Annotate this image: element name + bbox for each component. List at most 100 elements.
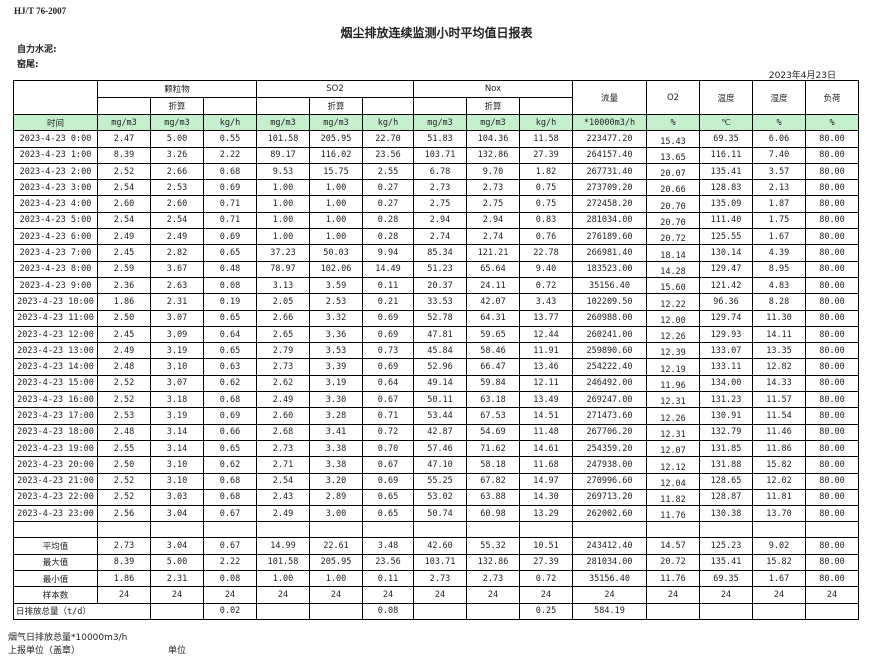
- table-row: 2023-4-23 4:00 2.60 2.60 0.71 1.00 1.00 0.27 2.…: [13, 195, 859, 213]
- table-cell: 0.67: [203, 537, 257, 555]
- table-cell: 2.73: [413, 179, 467, 197]
- table-cell: 1.00: [309, 570, 363, 588]
- table-cell: 0.83: [519, 211, 573, 230]
- table-cell: 2023-4-23 2:00: [13, 162, 98, 181]
- table-cell: 0.69: [362, 309, 414, 327]
- table-cell: 2.66: [256, 309, 310, 327]
- table-cell: 0.48: [203, 260, 257, 278]
- table-cell: 51.83: [413, 130, 467, 148]
- max-row: 最大值 8.39 5.00 2.22 101.58 205.95 23.56 103.71 13…: [13, 553, 859, 572]
- table-cell: 0.72: [519, 276, 573, 295]
- table-cell: 2.55: [362, 162, 414, 181]
- table-cell: 133.11: [699, 358, 753, 376]
- table-cell: 272458.20: [572, 195, 647, 213]
- table-cell: 47.81: [413, 325, 467, 344]
- daily-total-cell: [699, 602, 753, 620]
- unit-cell: mg/m3: [413, 113, 467, 132]
- table-cell: 3.67: [150, 260, 204, 278]
- table-cell: 131.23: [699, 391, 753, 409]
- table-cell: 3.04: [150, 537, 204, 555]
- table-cell: 3.36: [309, 325, 363, 344]
- report-date: 2023年4月23日: [768, 71, 836, 81]
- table-cell: 27.39: [519, 146, 573, 164]
- table-cell: 128.65: [699, 472, 753, 490]
- kiln-label: 窑尾:: [17, 60, 39, 70]
- table-cell: 78.97: [256, 260, 310, 278]
- table-cell: 2.52: [97, 488, 151, 507]
- table-cell: 80.00: [805, 260, 859, 278]
- daily-total-cell: [150, 602, 204, 620]
- table-cell: 12.82: [752, 358, 806, 376]
- table-cell: 3.14: [150, 439, 204, 458]
- table-cell: 0.08: [203, 276, 257, 295]
- table-cell: 80.00: [805, 309, 859, 327]
- table-cell: 80.00: [805, 130, 859, 148]
- table-cell: 246492.00: [572, 374, 647, 393]
- table-cell: 247938.00: [572, 456, 647, 474]
- table-cell: 0.28: [362, 228, 414, 246]
- table-cell: 264157.40: [572, 146, 647, 164]
- table-cell: 0.67: [362, 391, 414, 409]
- table-cell: 0.69: [203, 179, 257, 197]
- table-cell: 24: [519, 586, 573, 604]
- table-row: 2023-4-23 11:00 2.50 3.07 0.65 2.66 3.32 0.69 5…: [13, 309, 859, 327]
- table-cell: 2023-4-23 19:00: [13, 439, 98, 458]
- table-cell: 2.79: [256, 342, 310, 360]
- table-cell: 269247.00: [572, 391, 647, 409]
- unit-cell: 时间: [13, 113, 98, 132]
- table-cell: 33.53: [413, 293, 467, 311]
- table-cell: 129.93: [699, 325, 753, 344]
- table-cell: 0.11: [362, 570, 414, 588]
- table-cell: 2023-4-23 12:00: [13, 325, 98, 344]
- daily-total-cell: 0.25: [519, 602, 573, 620]
- daily-total-row: 日排放总量（t/d） 0.02 0.08 0.25 584.19: [13, 602, 859, 620]
- empty-cell: [805, 521, 859, 539]
- unit-label: 单位: [168, 646, 187, 656]
- table-cell: 2.54: [256, 472, 310, 490]
- table-cell: 3.07: [150, 309, 204, 327]
- table-cell: 13.65: [646, 146, 700, 164]
- table-cell: 0.72: [362, 423, 414, 441]
- table-cell: 260241.00: [572, 325, 647, 344]
- table-cell: 2.60: [256, 407, 310, 425]
- table-cell: 15.82: [752, 456, 806, 474]
- table-row: 2023-4-23 1:00 8.39 3.26 2.22 89.17 116.02 23.…: [13, 146, 859, 164]
- table-cell: 2.89: [309, 488, 363, 507]
- table-cell: 1.00: [309, 211, 363, 230]
- table-cell: 80.00: [805, 456, 859, 474]
- table-cell: 12.44: [519, 325, 573, 344]
- table-cell: 102209.50: [572, 293, 647, 311]
- header-converted: 折算: [309, 97, 363, 115]
- table-cell: 0.55: [203, 130, 257, 148]
- table-cell: 2023-4-23 16:00: [13, 391, 98, 409]
- unit-cell: ℃: [699, 113, 753, 132]
- table-cell: 12.11: [519, 374, 573, 393]
- table-cell: 2.43: [256, 488, 310, 507]
- table-cell: 0.67: [362, 456, 414, 474]
- table-cell: 6.78: [413, 162, 467, 181]
- table-cell: 11.68: [519, 456, 573, 474]
- table-cell: 24: [699, 586, 753, 604]
- table-cell: 65.64: [466, 260, 520, 278]
- table-cell: 0.75: [519, 195, 573, 213]
- table-cell: 80.00: [805, 195, 859, 213]
- table-cell: 11.54: [752, 407, 806, 425]
- table-cell: 2023-4-23 7:00: [13, 244, 98, 262]
- table-cell: 1.75: [752, 211, 806, 230]
- table-row: 2023-4-23 7:00 2.45 2.82 0.65 37.23 50.03 9.94…: [13, 244, 859, 262]
- table-cell: 205.95: [309, 553, 363, 572]
- table-cell: 80.00: [805, 244, 859, 262]
- table-cell: 11.30: [752, 309, 806, 327]
- table-cell: 0.67: [203, 505, 257, 523]
- table-cell: 3.32: [309, 309, 363, 327]
- unit-cell: kg/h: [203, 113, 257, 132]
- table-cell: 3.38: [309, 456, 363, 474]
- table-cell: 0.65: [203, 244, 257, 262]
- header-row-groups: 颗粒物 SO2 Nox 流量 O2 温度 湿度 负荷: [13, 80, 859, 115]
- table-cell: 2.49: [256, 391, 310, 409]
- daily-total-cell: [646, 602, 700, 620]
- header-converted: 折算: [150, 97, 204, 115]
- table-cell: 24: [256, 586, 310, 604]
- table-cell: 2.65: [256, 325, 310, 344]
- empty-cell: [646, 521, 700, 539]
